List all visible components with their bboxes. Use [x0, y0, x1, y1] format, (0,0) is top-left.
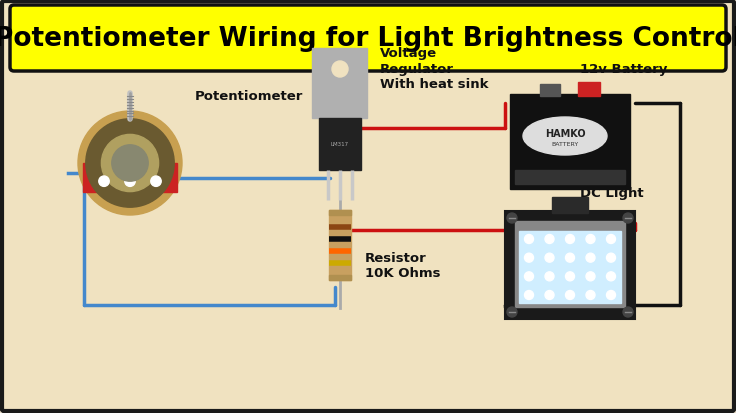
Circle shape	[565, 272, 575, 281]
Text: DC Light: DC Light	[580, 187, 643, 200]
Circle shape	[606, 254, 615, 263]
Circle shape	[545, 235, 554, 244]
Ellipse shape	[523, 118, 607, 156]
Circle shape	[525, 272, 534, 281]
Bar	[505, 211, 635, 319]
Circle shape	[99, 177, 109, 187]
Text: Resistor
10K Ohms: Resistor 10K Ohms	[365, 252, 441, 279]
Bar	[578, 82, 600, 96]
Bar	[83, 164, 177, 192]
Circle shape	[507, 214, 517, 223]
Circle shape	[586, 272, 595, 281]
Circle shape	[525, 254, 534, 263]
Text: Potentiometer Wiring for Light Brightness Control: Potentiometer Wiring for Light Brightnes…	[0, 26, 736, 52]
Circle shape	[525, 235, 534, 244]
Circle shape	[565, 254, 575, 263]
Circle shape	[586, 235, 595, 244]
Bar	[319, 119, 361, 171]
Bar	[329, 211, 351, 216]
Circle shape	[151, 177, 161, 187]
Bar	[540, 84, 560, 96]
Bar	[519, 231, 621, 303]
Circle shape	[86, 119, 174, 208]
Bar	[515, 170, 625, 184]
Circle shape	[102, 135, 158, 192]
Text: LM317: LM317	[331, 142, 349, 147]
Circle shape	[565, 291, 575, 300]
Bar	[515, 221, 625, 307]
FancyBboxPatch shape	[10, 6, 726, 72]
Circle shape	[606, 272, 615, 281]
Circle shape	[112, 145, 148, 182]
Circle shape	[586, 254, 595, 263]
Circle shape	[545, 272, 554, 281]
Circle shape	[125, 177, 135, 187]
Circle shape	[78, 112, 182, 216]
Circle shape	[525, 291, 534, 300]
Circle shape	[507, 307, 517, 317]
Text: Voltage
Regulator
With heat sink: Voltage Regulator With heat sink	[380, 47, 489, 90]
Bar	[329, 275, 351, 280]
Bar	[510, 94, 630, 189]
Text: Potentiometer: Potentiometer	[195, 89, 303, 102]
Circle shape	[606, 291, 615, 300]
Circle shape	[332, 62, 348, 78]
Circle shape	[623, 214, 633, 223]
Circle shape	[545, 291, 554, 300]
Text: 12v Battery: 12v Battery	[580, 63, 668, 76]
Circle shape	[606, 235, 615, 244]
Circle shape	[565, 235, 575, 244]
Circle shape	[586, 291, 595, 300]
Circle shape	[623, 307, 633, 317]
Circle shape	[545, 254, 554, 263]
Text: HAMKO: HAMKO	[545, 129, 585, 139]
Bar	[313, 49, 367, 119]
Bar	[552, 197, 588, 214]
Bar	[329, 211, 351, 280]
Text: BATTERY: BATTERY	[551, 142, 578, 147]
